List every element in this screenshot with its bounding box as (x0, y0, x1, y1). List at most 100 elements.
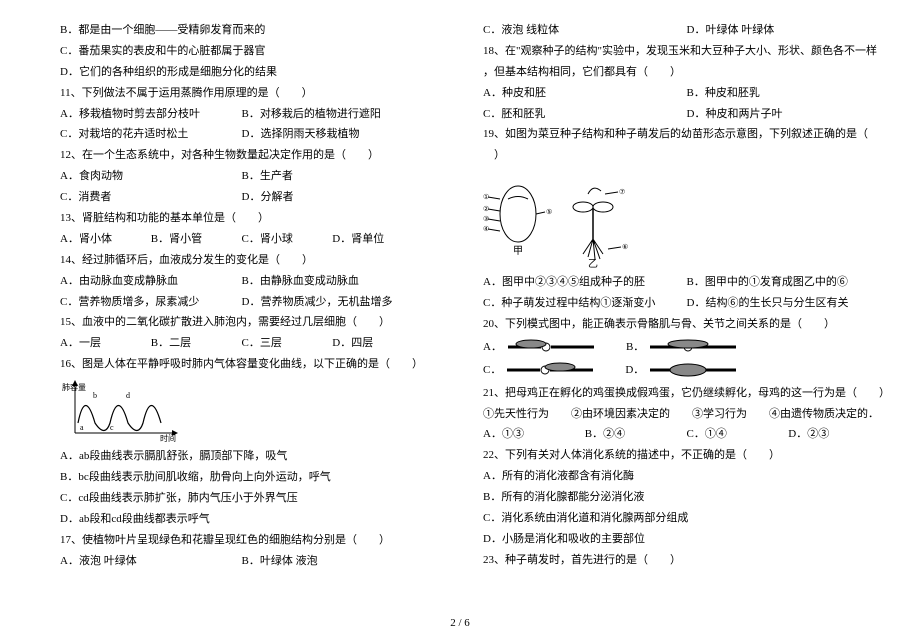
q14-opts-row2: C．营养物质增多，尿素减少 D．营养物质减少，无机盐增多 (60, 292, 423, 313)
q19-opts-row2: C．种子萌发过程中结构①逐渐变小 D．结构⑥的生长只与分生区有关 (483, 293, 890, 314)
q12: 12、在一个生态系统中，对各种生物数量起决定作用的是（ ） (60, 145, 423, 166)
q20-row1: A． B． (483, 337, 890, 358)
seed-yi: 乙 (588, 258, 598, 269)
right-column: C．液泡 线粒体 D．叶绿体 叶绿体 18、在"观察种子的结构"实验中，发现玉米… (483, 20, 890, 600)
q12-b: B．生产者 (242, 166, 424, 187)
wave-d: d (126, 391, 130, 400)
bone-icon-d (648, 361, 738, 379)
svg-text:⑥: ⑥ (622, 243, 628, 251)
q14-c: C．营养物质增多，尿素减少 (60, 292, 242, 313)
bone-icon-b (648, 338, 738, 356)
q16: 16、图是人体在平静呼吸时肺内气体容量变化曲线，以下正确的是（ ） (60, 354, 423, 375)
wave-xlabel: 时间 (160, 433, 176, 443)
page-columns: B．都是由一个细胞——受精卵发育而来的 C．番茄果实的表皮和牛的心脏都属于器官 … (60, 20, 860, 600)
q14-d: D．营养物质减少，无机盐增多 (242, 292, 424, 313)
svg-text:②: ② (483, 205, 489, 213)
q15-opts: A．一层 B．二层 C．三层 D．四层 (60, 333, 423, 354)
q21-opts: A．①③ B．②④ C．①④ D．②③ (483, 424, 890, 445)
q15-c: C．三层 (242, 333, 333, 354)
q23: 23、种子萌发时，首先进行的是（ ） (483, 550, 890, 571)
q21-d: D．②③ (788, 424, 890, 445)
q15-b: B．二层 (151, 333, 242, 354)
q18-b: B．种皮和胚乳 (687, 83, 891, 104)
q12-opts-row1: A．食肉动物 B．生产者 (60, 166, 423, 187)
q17-b: B．叶绿体 液泡 (242, 551, 424, 572)
q13-a: A．肾小体 (60, 229, 151, 250)
q17: 17、使植物叶片呈现绿色和花瓣呈现红色的细胞结构分别是（ ） (60, 530, 423, 551)
q18-opts-row2: C．胚和胚乳 D．种皮和两片子叶 (483, 104, 890, 125)
opt-c: C．番茄果实的表皮和牛的心脏都属于器官 (60, 41, 423, 62)
svg-text:③: ③ (483, 215, 489, 223)
page-number: 2 / 6 (0, 617, 920, 629)
q19-d: D．结构⑥的生长只与分生区有关 (687, 293, 891, 314)
q20-c: C． (483, 360, 501, 381)
q18-d: D．种皮和两片子叶 (687, 104, 891, 125)
q19-cont: ） (483, 145, 890, 166)
q14-a: A．由动脉血变成静脉血 (60, 271, 242, 292)
q18: 18、在"观察种子的结构"实验中，发现玉米和大豆种子大小、形状、颜色各不一样 (483, 41, 890, 62)
q17-opts-row1: A．液泡 叶绿体 B．叶绿体 液泡 (60, 551, 423, 572)
q18-opts-row1: A．种皮和胚 B．种皮和胚乳 (483, 83, 890, 104)
q11-opts-row2: C．对栽培的花卉适时松土 D．选择阴雨天移栽植物 (60, 124, 423, 145)
left-column: B．都是由一个细胞——受精卵发育而来的 C．番茄果实的表皮和牛的心脏都属于器官 … (60, 20, 423, 600)
q18-a: A．种皮和胚 (483, 83, 687, 104)
q13-opts: A．肾小体 B．肾小管 C．肾小球 D．肾单位 (60, 229, 423, 250)
q20-b: B． (626, 337, 644, 358)
q22-b: B．所有的消化腺都能分泌消化液 (483, 487, 890, 508)
q18-c: C．胚和胚乳 (483, 104, 687, 125)
q20-a: A． (483, 337, 502, 358)
q19-a: A．图甲中②③④⑤组成种子的胚 (483, 272, 687, 293)
q11-a: A．移栽植物时剪去部分枝叶 (60, 104, 242, 125)
q21-a: A．①③ (483, 424, 585, 445)
q22: 22、下列有关对人体消化系统的描述中，不正确的是（ ） (483, 445, 890, 466)
q20-d: D． (625, 360, 644, 381)
seed-diagram: ① ② ③ ④ ⑤ 甲 ⑦ ⑥ 乙 (483, 169, 643, 269)
q19: 19、如图为菜豆种子结构和种子萌发后的幼苗形态示意图，下列叙述正确的是（ (483, 124, 890, 145)
q14: 14、经过肺循环后，血液成分发生的变化是（ ） (60, 250, 423, 271)
q22-c: C．消化系统由消化道和消化腺两部分组成 (483, 508, 890, 529)
wave-a: a (80, 423, 84, 432)
q13: 13、肾脏结构和功能的基本单位是（ ） (60, 208, 423, 229)
q12-d: D．分解者 (242, 187, 424, 208)
opt-b: B．都是由一个细胞——受精卵发育而来的 (60, 20, 423, 41)
seed-jia: 甲 (513, 246, 523, 257)
q12-c: C．消费者 (60, 187, 242, 208)
q17-a: A．液泡 叶绿体 (60, 551, 242, 572)
svg-text:⑦: ⑦ (619, 188, 625, 196)
q15-a: A．一层 (60, 333, 151, 354)
q19-opts-row1: A．图甲中②③④⑤组成种子的胚 B．图甲中的①发育成图乙中的⑥ (483, 272, 890, 293)
q21: 21、把母鸡正在孵化的鸡蛋换成假鸡蛋，它仍继续孵化，母鸡的这一行为是（ ） (483, 383, 890, 404)
q21-c: C．①④ (687, 424, 789, 445)
q13-c: C．肾小球 (242, 229, 333, 250)
wave-c: c (110, 423, 114, 432)
q11-b: B．对移栽后的植物进行遮阳 (242, 104, 424, 125)
q16-a: A．ab段曲线表示膈肌舒张，膈顶部下降，吸气 (60, 446, 423, 467)
q17-opts-row2: C．液泡 线粒体 D．叶绿体 叶绿体 (483, 20, 890, 41)
q13-d: D．肾单位 (332, 229, 423, 250)
q15: 15、血液中的二氧化碳扩散进入肺泡内，需要经过几层细胞（ ） (60, 312, 423, 333)
q22-a: A．所有的消化液都含有消化酶 (483, 466, 890, 487)
q11-opts-row1: A．移栽植物时剪去部分枝叶 B．对移栽后的植物进行遮阳 (60, 104, 423, 125)
q17-d: D．叶绿体 叶绿体 (687, 20, 891, 41)
q12-a: A．食肉动物 (60, 166, 242, 187)
q20: 20、下列模式图中，能正确表示骨骼肌与骨、关节之间关系的是（ ） (483, 314, 890, 335)
q16-d: D．ab段和cd段曲线都表示呼气 (60, 509, 423, 530)
wave-ylabel: 肺容量 (62, 382, 86, 392)
q18-cont: ，但基本结构相同，它们都具有（ ） (483, 62, 890, 83)
q19-c: C．种子萌发过程中结构①逐渐变小 (483, 293, 687, 314)
svg-text:⑤: ⑤ (546, 208, 552, 216)
q22-d: D．小肠是消化和吸收的主要部位 (483, 529, 890, 550)
q12-opts-row2: C．消费者 D．分解者 (60, 187, 423, 208)
opt-d: D．它们的各种组织的形成是细胞分化的结果 (60, 62, 423, 83)
svg-text:④: ④ (483, 225, 489, 233)
q16-c: C．cd段曲线表示肺扩张，肺内气压小于外界气压 (60, 488, 423, 509)
q15-d: D．四层 (332, 333, 423, 354)
q17-c: C．液泡 线粒体 (483, 20, 687, 41)
q11-c: C．对栽培的花卉适时松土 (60, 124, 242, 145)
q20-row2: C． D． (483, 360, 890, 381)
q13-b: B．肾小管 (151, 229, 242, 250)
wave-chart: 肺容量 时间 a b c d (60, 378, 180, 443)
q21-b: B．②④ (585, 424, 687, 445)
q11-d: D．选择阴雨天移栽植物 (242, 124, 424, 145)
svg-text:①: ① (483, 193, 489, 201)
